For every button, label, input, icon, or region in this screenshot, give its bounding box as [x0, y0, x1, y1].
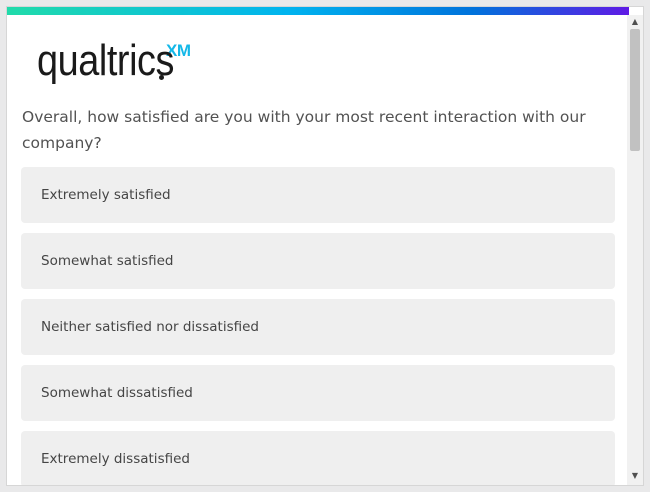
survey-window: qualtrics XM Overall, how satisfied are … — [6, 6, 644, 486]
option-extremely-dissatisfied[interactable]: Extremely dissatisfied — [21, 431, 615, 485]
logo-dot — [159, 75, 164, 80]
answer-options: Extremely satisfied Somewhat satisfied N… — [21, 167, 615, 485]
option-label: Extremely satisfied — [41, 187, 171, 203]
option-neither[interactable]: Neither satisfied nor dissatisfied — [21, 299, 615, 355]
question-text: Overall, how satisfied are you with your… — [22, 108, 586, 152]
option-extremely-satisfied[interactable]: Extremely satisfied — [21, 167, 615, 223]
logo-wordmark: qualtrics — [37, 36, 175, 85]
option-label: Neither satisfied nor dissatisfied — [41, 319, 259, 335]
scroll-down-arrow-icon[interactable]: ▼ — [631, 471, 639, 480]
option-label: Somewhat dissatisfied — [41, 385, 193, 401]
vertical-scrollbar[interactable]: ▲ ▼ — [627, 15, 643, 485]
brand-gradient-bar — [7, 7, 629, 15]
option-somewhat-dissatisfied[interactable]: Somewhat dissatisfied — [21, 365, 615, 421]
qualtrics-logo: qualtrics XM — [37, 39, 191, 83]
scroll-thumb[interactable] — [630, 29, 640, 151]
logo-xm-suffix: XM — [166, 41, 191, 60]
option-label: Somewhat satisfied — [41, 253, 174, 269]
option-somewhat-satisfied[interactable]: Somewhat satisfied — [21, 233, 615, 289]
scroll-up-arrow-icon[interactable]: ▲ — [631, 17, 639, 26]
option-label: Extremely dissatisfied — [41, 451, 190, 467]
survey-content: qualtrics XM Overall, how satisfied are … — [7, 15, 629, 485]
